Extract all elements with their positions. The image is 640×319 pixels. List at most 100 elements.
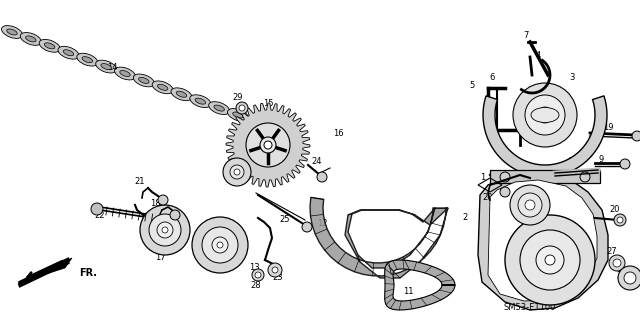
Circle shape xyxy=(618,266,640,290)
Circle shape xyxy=(609,255,625,271)
Circle shape xyxy=(537,107,553,123)
Circle shape xyxy=(212,237,228,253)
Text: 6: 6 xyxy=(490,73,495,83)
Text: 13: 13 xyxy=(249,263,259,272)
Text: 29: 29 xyxy=(233,93,243,102)
Text: 12: 12 xyxy=(317,219,327,227)
Text: 9: 9 xyxy=(598,155,604,165)
Circle shape xyxy=(525,200,535,210)
Circle shape xyxy=(545,255,555,265)
Circle shape xyxy=(236,102,248,114)
Text: 5: 5 xyxy=(469,80,475,90)
Text: SM53-E1100: SM53-E1100 xyxy=(504,303,556,313)
Circle shape xyxy=(620,159,630,169)
Polygon shape xyxy=(490,170,600,183)
Text: 16: 16 xyxy=(333,129,343,137)
Circle shape xyxy=(162,227,168,233)
Ellipse shape xyxy=(227,108,248,122)
Circle shape xyxy=(192,217,248,273)
Ellipse shape xyxy=(101,63,111,70)
Circle shape xyxy=(518,193,542,217)
Ellipse shape xyxy=(82,57,93,63)
Ellipse shape xyxy=(139,78,149,84)
Ellipse shape xyxy=(171,88,192,101)
Text: 27: 27 xyxy=(607,248,618,256)
Text: 21: 21 xyxy=(135,177,145,187)
Text: 26: 26 xyxy=(617,271,627,279)
Circle shape xyxy=(223,158,251,186)
Circle shape xyxy=(264,141,272,149)
Text: FR.: FR. xyxy=(79,268,97,278)
Ellipse shape xyxy=(20,33,42,45)
Circle shape xyxy=(91,203,103,215)
Ellipse shape xyxy=(77,53,98,66)
Circle shape xyxy=(580,172,590,182)
Ellipse shape xyxy=(190,95,211,108)
Circle shape xyxy=(217,242,223,248)
Ellipse shape xyxy=(152,81,173,94)
Circle shape xyxy=(255,272,261,278)
Ellipse shape xyxy=(63,50,74,56)
Polygon shape xyxy=(488,180,597,301)
Ellipse shape xyxy=(133,74,154,87)
Text: 20: 20 xyxy=(483,194,493,203)
Ellipse shape xyxy=(195,98,205,104)
Circle shape xyxy=(252,269,264,281)
Text: 1: 1 xyxy=(481,174,486,182)
Circle shape xyxy=(149,214,181,246)
Polygon shape xyxy=(385,260,455,310)
Circle shape xyxy=(140,205,190,255)
Circle shape xyxy=(239,105,245,111)
Ellipse shape xyxy=(176,91,187,97)
Circle shape xyxy=(202,227,238,263)
Circle shape xyxy=(632,131,640,141)
Circle shape xyxy=(158,195,168,205)
Circle shape xyxy=(624,272,636,284)
Text: 7: 7 xyxy=(524,31,529,40)
Ellipse shape xyxy=(120,70,130,77)
Circle shape xyxy=(230,165,244,179)
Circle shape xyxy=(170,210,180,220)
Circle shape xyxy=(500,187,510,197)
Text: 25: 25 xyxy=(280,216,291,225)
Text: 19: 19 xyxy=(603,123,613,132)
Text: 23: 23 xyxy=(273,273,284,283)
Ellipse shape xyxy=(209,102,230,115)
Circle shape xyxy=(505,215,595,305)
Text: 8: 8 xyxy=(567,158,573,167)
Text: 2: 2 xyxy=(462,213,468,222)
Text: 22: 22 xyxy=(95,211,105,219)
Polygon shape xyxy=(478,172,608,310)
Text: 30: 30 xyxy=(228,177,238,187)
Text: 17: 17 xyxy=(155,254,165,263)
Circle shape xyxy=(157,222,173,238)
Circle shape xyxy=(260,137,276,153)
Text: 24: 24 xyxy=(312,158,323,167)
Circle shape xyxy=(302,222,312,232)
Circle shape xyxy=(234,169,240,175)
Circle shape xyxy=(510,185,550,225)
Polygon shape xyxy=(18,259,68,286)
Circle shape xyxy=(536,246,564,274)
Text: 18: 18 xyxy=(150,198,160,207)
Circle shape xyxy=(246,123,290,167)
Circle shape xyxy=(500,172,510,182)
Circle shape xyxy=(268,263,282,277)
Polygon shape xyxy=(483,96,607,177)
Circle shape xyxy=(272,267,278,273)
Polygon shape xyxy=(310,197,448,278)
Text: 10: 10 xyxy=(211,263,221,272)
Ellipse shape xyxy=(531,108,559,122)
Circle shape xyxy=(317,172,327,182)
Circle shape xyxy=(525,95,565,135)
Ellipse shape xyxy=(233,112,243,118)
Ellipse shape xyxy=(44,43,55,49)
Text: 11: 11 xyxy=(403,287,413,296)
Ellipse shape xyxy=(1,26,22,38)
Ellipse shape xyxy=(115,67,136,80)
Text: 20: 20 xyxy=(610,205,620,214)
Circle shape xyxy=(520,230,580,290)
Ellipse shape xyxy=(157,84,168,90)
Text: 4: 4 xyxy=(536,50,541,60)
Circle shape xyxy=(614,214,626,226)
